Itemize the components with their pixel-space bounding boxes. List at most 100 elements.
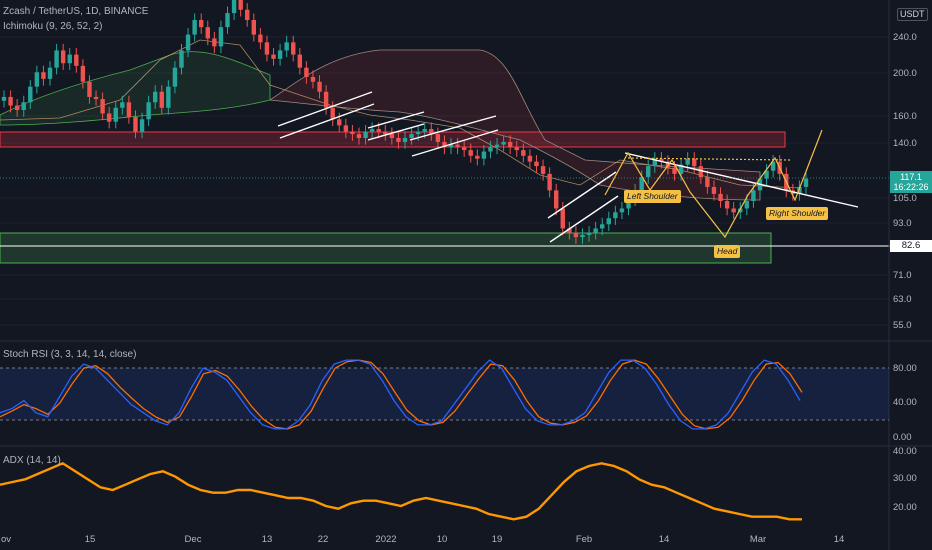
candle-body [304, 67, 309, 77]
symbol-title: Zcash / TetherUS, 1D, BINANCE [3, 6, 149, 17]
price-tick: 55.0 [893, 320, 912, 331]
candle-body [212, 38, 217, 47]
head-label: Head [714, 245, 741, 258]
time-tick: Feb [575, 534, 593, 545]
candle-body [310, 76, 316, 82]
candle-body [8, 96, 13, 106]
price-tick: 140.0 [893, 138, 917, 149]
candle-body [93, 96, 99, 100]
stoch-tick: 40.00 [893, 397, 917, 408]
candle-body [705, 177, 710, 187]
candle-body [80, 65, 86, 82]
candle-body [28, 86, 33, 103]
stoch-d-line [0, 359, 803, 430]
candle-body [534, 161, 539, 167]
adx-line [0, 461, 802, 521]
price-tick: 71.0 [893, 270, 912, 281]
candle-body [448, 144, 454, 148]
candle-body [350, 131, 355, 135]
candle-body [488, 147, 493, 152]
candle-body [139, 119, 145, 132]
time-tick: 22 [317, 534, 329, 545]
time-tick: 10 [436, 534, 448, 545]
candle-body [698, 166, 704, 178]
candle-body [573, 232, 579, 238]
candle-body [218, 27, 224, 47]
candle-body [547, 173, 552, 191]
right-shoulder-label: Right Shoulder [766, 207, 829, 220]
candle-body [527, 155, 533, 162]
time-tick: 15 [84, 534, 96, 545]
candle-body [751, 190, 756, 202]
stoch-band [0, 368, 889, 420]
candle-body [146, 102, 151, 120]
candle-body [619, 208, 625, 213]
stoch-tick: 0.00 [893, 432, 912, 443]
candle-body [409, 134, 414, 138]
adx-tick: 30.00 [893, 473, 917, 484]
time-tick: ov [0, 534, 12, 545]
candle-body [67, 54, 72, 64]
candle-body [199, 19, 204, 28]
candle-body [652, 158, 658, 167]
candle-body [711, 186, 717, 194]
candle-body [21, 102, 26, 111]
candle-body [422, 129, 427, 132]
candle-body [659, 158, 664, 162]
candle-body [323, 91, 329, 108]
price-tick: 200.0 [893, 68, 917, 79]
time-tick: 14 [658, 534, 670, 545]
time-tick: 2022 [375, 534, 397, 545]
candle-body [507, 141, 513, 148]
candle-body [330, 107, 335, 120]
candle-body [363, 131, 368, 138]
candle-body [593, 228, 598, 233]
candle-body [764, 170, 769, 179]
neckline-dotted [627, 157, 791, 161]
candle-body [639, 177, 644, 191]
adx-tick: 40.00 [893, 446, 917, 457]
time-tick: Dec [184, 534, 202, 545]
candle-body [383, 131, 388, 135]
candle-body [600, 224, 605, 229]
candle-body [120, 102, 125, 108]
candle-body [646, 166, 651, 178]
candle-body [770, 161, 776, 171]
candle-body [179, 50, 184, 68]
candle-body [231, 0, 237, 14]
candle-body [172, 67, 178, 87]
candle-body [297, 54, 303, 68]
candle-body [553, 190, 559, 209]
candle-body [376, 129, 381, 132]
candle-body [369, 129, 375, 132]
candle-body [429, 129, 434, 135]
candle-body [192, 19, 197, 35]
currency-button[interactable]: USDT [897, 8, 928, 21]
candle-body [251, 19, 257, 35]
candle-body [626, 199, 631, 209]
candle-body [159, 91, 164, 108]
candle-body [238, 0, 243, 10]
candle-body [87, 81, 92, 97]
price-tick: 93.0 [893, 218, 912, 229]
candle-body [685, 158, 690, 165]
last-price-value: 117.1 [900, 172, 922, 182]
candle-body [494, 144, 500, 148]
candle-body [501, 141, 506, 145]
resistance-zone [0, 131, 786, 148]
candle-body [435, 134, 441, 142]
candle-body [613, 212, 618, 219]
candle-body [41, 72, 46, 79]
candle-body [34, 72, 40, 87]
left-shoulder-label: Left Shoulder [624, 190, 681, 203]
last-price-countdown: 16:22:26 [893, 182, 929, 192]
candle-body [205, 27, 210, 39]
candle-body [166, 86, 171, 108]
candle-body [606, 218, 611, 225]
head-shoulders-pattern [604, 129, 823, 239]
stoch-tick: 80.00 [893, 363, 917, 374]
time-tick: 14 [833, 534, 845, 545]
candle-body [521, 150, 526, 156]
candle-body [317, 81, 322, 92]
